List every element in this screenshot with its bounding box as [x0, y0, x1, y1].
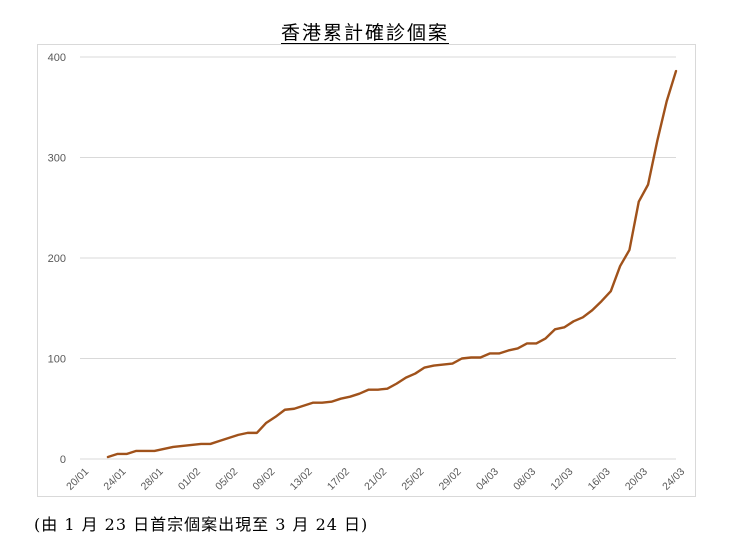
data-point — [153, 450, 155, 452]
data-point — [116, 453, 118, 455]
data-point — [628, 249, 630, 251]
data-point — [638, 201, 640, 203]
data-point — [498, 352, 500, 354]
data-point — [284, 409, 286, 411]
x-tick-label: 24/01 — [101, 466, 128, 493]
data-point — [181, 445, 183, 447]
y-tick-label: 300 — [48, 153, 66, 165]
data-point — [274, 416, 276, 418]
y-tick-label: 0 — [60, 454, 66, 466]
data-point — [544, 337, 546, 339]
data-point — [591, 309, 593, 311]
x-tick-label: 25/02 — [399, 466, 426, 493]
y-tick-label: 100 — [48, 354, 66, 366]
data-point — [200, 443, 202, 445]
data-point — [107, 456, 109, 458]
chart-title: 香港累計確診個案 — [280, 22, 449, 44]
x-tick-label: 16/03 — [586, 466, 613, 493]
y-tick-label: 400 — [48, 52, 66, 64]
data-point — [572, 320, 574, 322]
chart-caption: (由 1 月 23 日首宗個案出現至 3 月 24 日) — [34, 515, 369, 534]
data-point — [302, 405, 304, 407]
x-tick-label: 28/01 — [139, 466, 166, 493]
data-point — [442, 363, 444, 365]
x-tick-label: 05/02 — [213, 466, 240, 493]
data-point — [656, 139, 658, 141]
x-tick-label: 01/02 — [176, 466, 203, 493]
chart-frame — [37, 44, 696, 497]
data-point — [470, 356, 472, 358]
data-point — [172, 446, 174, 448]
data-point — [246, 432, 248, 434]
data-point — [349, 395, 351, 397]
y-axis-ticks: 0 100 200 300 400 — [48, 52, 66, 466]
data-point — [563, 326, 565, 328]
data-point — [665, 100, 667, 102]
x-tick-label: 17/02 — [325, 466, 352, 493]
data-point — [144, 450, 146, 452]
data-point — [265, 422, 267, 424]
x-tick-label: 29/02 — [437, 466, 464, 493]
data-point — [489, 352, 491, 354]
data-point — [340, 398, 342, 400]
x-tick-label: 21/02 — [362, 466, 389, 493]
data-point — [610, 290, 612, 292]
data-point — [600, 300, 602, 302]
data-point — [423, 366, 425, 368]
data-point — [256, 432, 258, 434]
x-axis-ticks: 20/01 24/01 28/01 01/02 05/02 09/02 13/02 17/02… — [64, 466, 687, 493]
data-point — [535, 342, 537, 344]
data-point — [321, 402, 323, 404]
data-point — [191, 444, 193, 446]
data-point — [619, 265, 621, 267]
data-point — [386, 387, 388, 389]
data-point — [479, 356, 481, 358]
x-tick-label: 13/02 — [288, 466, 315, 493]
x-tick-label: 04/03 — [474, 466, 501, 493]
data-point — [125, 453, 127, 455]
x-tick-label: 09/02 — [250, 466, 277, 493]
data-point — [554, 328, 556, 330]
x-tick-label: 12/03 — [548, 466, 575, 493]
data-point — [414, 372, 416, 374]
data-point — [135, 450, 137, 452]
data-point — [516, 347, 518, 349]
data-point — [395, 382, 397, 384]
x-tick-label: 20/01 — [64, 466, 91, 493]
data-point — [507, 349, 509, 351]
x-tick-label: 20/03 — [623, 466, 650, 493]
data-point — [330, 401, 332, 403]
data-point — [312, 402, 314, 404]
data-point — [163, 448, 165, 450]
data-point — [433, 364, 435, 366]
data-point — [377, 388, 379, 390]
data-point — [209, 443, 211, 445]
gridlines — [80, 56, 676, 460]
data-point — [526, 342, 528, 344]
data-point — [405, 376, 407, 378]
data-point — [461, 357, 463, 359]
series-line-0 — [106, 69, 678, 459]
data-point — [367, 388, 369, 390]
data-point — [675, 70, 677, 72]
data-point — [228, 437, 230, 439]
data-point — [647, 183, 649, 185]
data-point — [218, 440, 220, 442]
x-tick-label: 08/03 — [511, 466, 538, 493]
data-point — [293, 408, 295, 410]
x-tick-label: 24/03 — [660, 466, 687, 493]
data-point — [358, 392, 360, 394]
data-point — [237, 434, 239, 436]
series-layer — [106, 69, 678, 459]
y-tick-label: 200 — [48, 253, 66, 265]
data-point — [451, 362, 453, 364]
data-point — [582, 316, 584, 318]
